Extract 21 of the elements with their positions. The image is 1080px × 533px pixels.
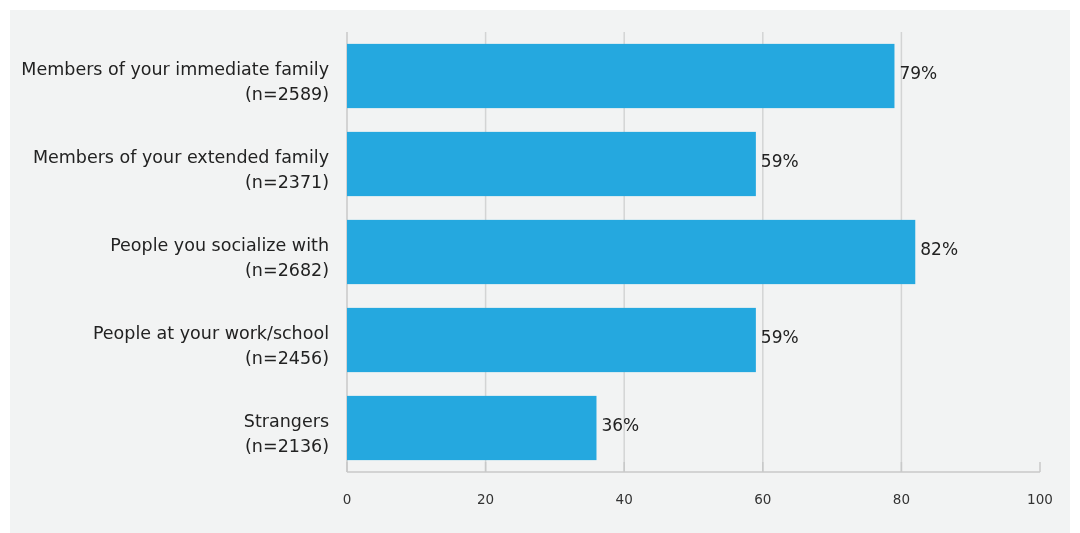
x-tick-label: 0 (342, 490, 352, 507)
bar (347, 43, 895, 109)
y-tick-label: Strangers (n=2136) (243, 411, 329, 456)
y-tick-label: Members of your immediate family (n=2589) (21, 59, 329, 104)
bar (347, 395, 597, 461)
data-label: 82% (920, 239, 959, 259)
x-tick-label: 60 (754, 490, 772, 507)
y-tick-label: Members of your extended family (n=2371) (32, 147, 329, 192)
x-tick-label: 100 (1027, 490, 1053, 507)
data-label: 79% (899, 63, 938, 83)
bar (347, 131, 756, 197)
data-label: 59% (760, 151, 799, 171)
x-tick-label: 40 (615, 490, 633, 507)
y-tick-label: People at your work/school (n=2456) (92, 323, 329, 368)
bar (347, 307, 756, 373)
data-label: 59% (760, 327, 799, 347)
bar (347, 219, 916, 285)
x-tick-label: 80 (892, 490, 910, 507)
y-tick-label: People you socialize with (n=2682) (110, 235, 329, 280)
x-tick-label: 20 (477, 490, 495, 507)
data-label: 36% (601, 415, 640, 435)
